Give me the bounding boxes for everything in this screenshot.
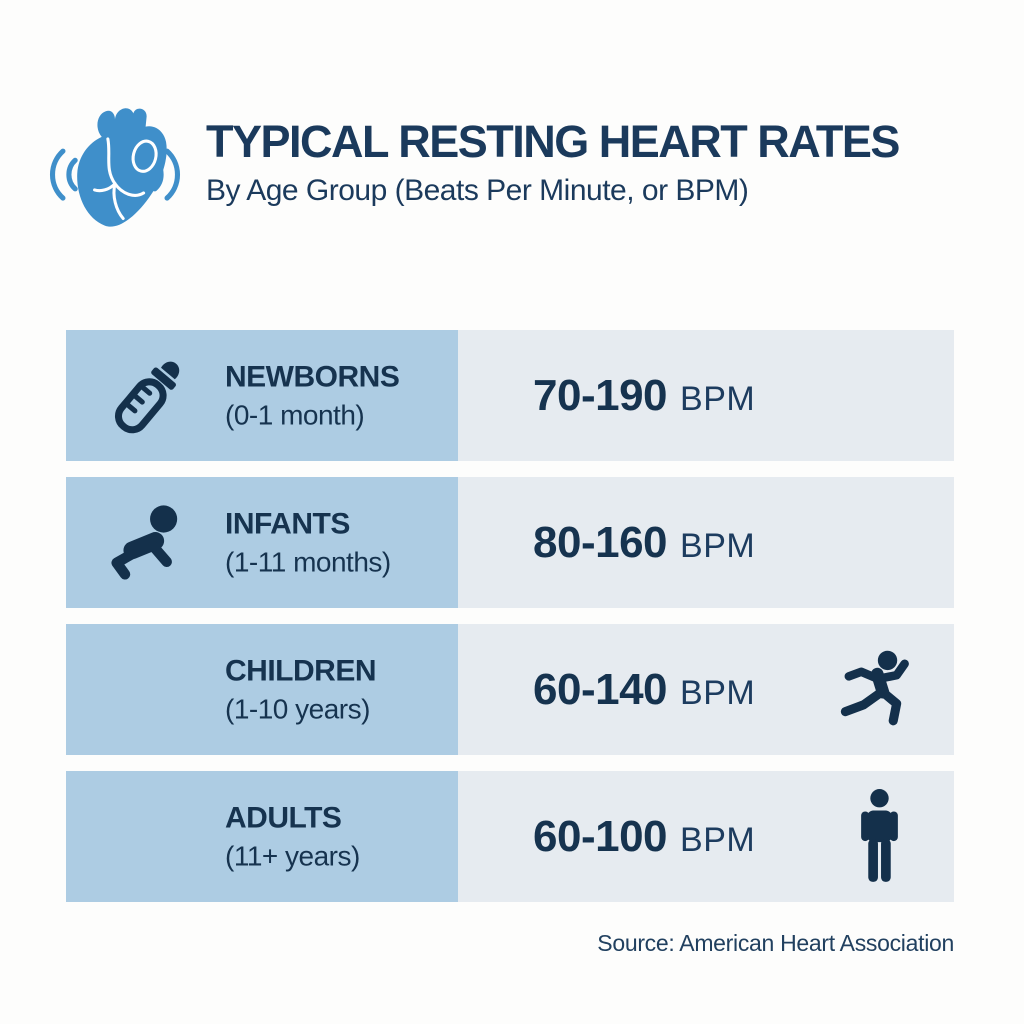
age-group-cell: NEWBORNS (0-1 month) bbox=[66, 330, 458, 461]
heart-rate-table: NEWBORNS (0-1 month) 70-190 BPM IN bbox=[66, 330, 954, 918]
bpm-unit: BPM bbox=[680, 673, 756, 712]
label-block: ADULTS (11+ years) bbox=[225, 801, 360, 872]
label-block: INFANTS (1-11 months) bbox=[225, 507, 391, 578]
bpm-value: 70-190 bbox=[533, 370, 668, 420]
bpm-unit: BPM bbox=[680, 820, 756, 859]
label-block: NEWBORNS (0-1 month) bbox=[225, 360, 400, 431]
bpm-unit: BPM bbox=[680, 526, 756, 565]
age-group-label: NEWBORNS bbox=[225, 360, 400, 393]
bpm-block: 60-100 BPM bbox=[533, 812, 755, 862]
source-attribution: Source: American Heart Association bbox=[597, 930, 954, 956]
table-row-adults: ADULTS (11+ years) 60-100 BPM bbox=[66, 771, 954, 902]
label-block: CHILDREN (1-10 years) bbox=[225, 654, 377, 725]
age-range-label: (1-11 months) bbox=[225, 546, 391, 577]
bpm-cell: 60-100 BPM bbox=[458, 771, 954, 902]
bpm-block: 70-190 BPM bbox=[533, 371, 755, 421]
table-row-newborns: NEWBORNS (0-1 month) 70-190 BPM bbox=[66, 330, 954, 461]
bpm-unit: BPM bbox=[680, 379, 756, 418]
age-group-label: CHILDREN bbox=[225, 654, 377, 687]
page-subtitle: By Age Group (Beats Per Minute, or BPM) bbox=[206, 174, 749, 208]
running-child-icon bbox=[834, 649, 916, 731]
age-group-cell: ADULTS (11+ years) bbox=[66, 771, 458, 902]
standing-adult-icon bbox=[857, 788, 902, 886]
crawling-baby-icon bbox=[94, 501, 204, 585]
page-title: TYPICAL RESTING HEART RATES bbox=[206, 116, 900, 167]
bpm-value: 60-140 bbox=[533, 664, 668, 714]
baby-bottle-icon bbox=[94, 350, 204, 442]
bpm-block: 80-160 BPM bbox=[533, 518, 755, 568]
heart-with-pulse-waves-icon bbox=[42, 96, 188, 244]
header: TYPICAL RESTING HEART RATES By Age Group… bbox=[42, 96, 900, 244]
bpm-cell: 70-190 BPM bbox=[458, 330, 954, 461]
age-group-cell: INFANTS (1-11 months) bbox=[66, 477, 458, 608]
age-range-label: (0-1 month) bbox=[225, 399, 365, 430]
bpm-value: 80-160 bbox=[533, 517, 668, 567]
title-block: TYPICAL RESTING HEART RATES By Age Group… bbox=[206, 96, 900, 208]
age-group-label: ADULTS bbox=[225, 801, 342, 834]
bpm-cell: 80-160 BPM bbox=[458, 477, 954, 608]
age-group-cell: CHILDREN (1-10 years) bbox=[66, 624, 458, 755]
table-row-children: CHILDREN (1-10 years) 60-140 BPM bbox=[66, 624, 954, 755]
bpm-value: 60-100 bbox=[533, 811, 668, 861]
age-range-label: (11+ years) bbox=[225, 840, 360, 871]
age-group-label: INFANTS bbox=[225, 507, 350, 540]
bpm-block: 60-140 BPM bbox=[533, 665, 755, 715]
table-row-infants: INFANTS (1-11 months) 80-160 BPM bbox=[66, 477, 954, 608]
age-range-label: (1-10 years) bbox=[225, 693, 370, 724]
bpm-cell: 60-140 BPM bbox=[458, 624, 954, 755]
